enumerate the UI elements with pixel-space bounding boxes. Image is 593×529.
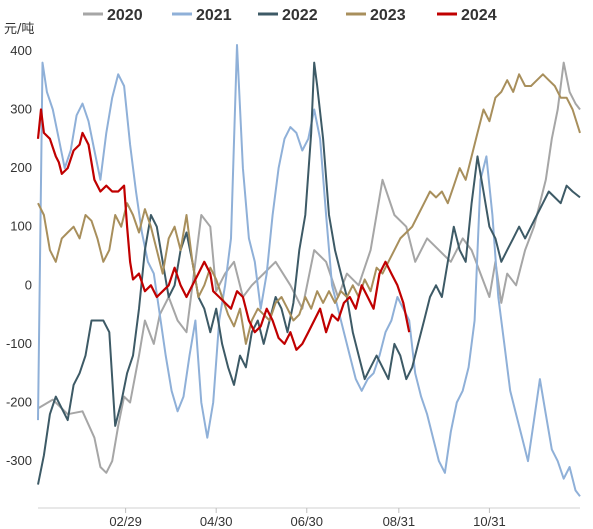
series-line-2020 [37,61,581,474]
x-tick-label: 10/31 [473,514,506,529]
y-tick-label: -300 [6,453,32,468]
x-axis: 02/29 04/30 06/30 08/31 10/31 [38,507,580,529]
series-line-2021 [37,44,581,497]
legend-label-2023: 2023 [370,7,406,24]
y-tick-label: 200 [10,160,32,175]
y-axis: 400 300 200 100 0 -100 -200 -300 [6,43,32,468]
y-tick-label: 100 [10,219,32,234]
y-tick-label: -200 [6,395,32,410]
legend-label-2022: 2022 [282,7,318,24]
plot-series [36,44,581,497]
x-tick-label: 02/29 [109,514,142,529]
y-tick-label: 0 [25,277,32,292]
legend-label-2021: 2021 [196,7,232,24]
y-tick-label: -100 [6,336,32,351]
x-tick-label: 06/30 [290,514,323,529]
y-axis-unit-label: 元/吨 [4,22,34,37]
y-tick-label: 400 [10,43,32,58]
series-line-2022 [37,61,581,485]
series-line-2024 [36,108,411,351]
x-tick-label: 04/30 [200,514,233,529]
series-line-2023 [37,73,581,345]
y-tick-label: 300 [10,101,32,116]
legend-label-2020: 2020 [107,7,143,24]
legend-label-2024: 2024 [461,7,497,24]
legend: 2020 2021 2022 2023 2024 [83,7,497,24]
x-tick-label: 08/31 [383,514,416,529]
